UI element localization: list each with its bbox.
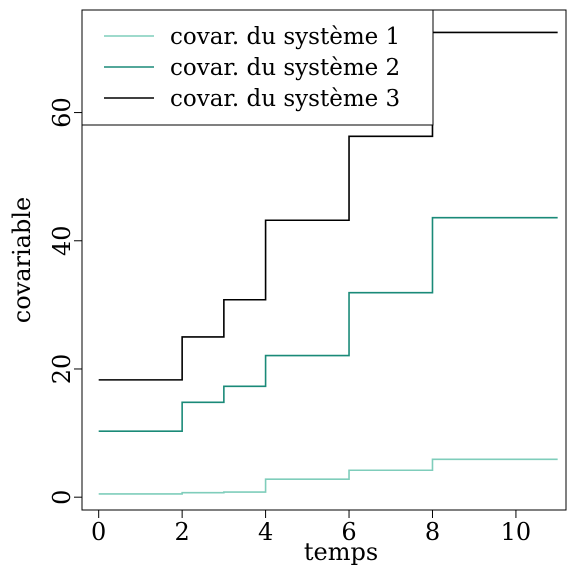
y-tick-label: 60: [48, 97, 76, 128]
x-tick-label: 2: [174, 518, 189, 546]
y-tick-label: 0: [48, 490, 76, 505]
x-tick-label: 4: [258, 518, 273, 546]
y-axis-label: covariable: [8, 197, 36, 323]
legend-label: covar. du système 1: [170, 24, 400, 50]
series-line-1: [98, 458, 558, 495]
y-tick-label: 40: [48, 225, 76, 256]
x-tick-label: 0: [91, 518, 106, 546]
legend-label: covar. du système 2: [170, 55, 400, 81]
x-tick-label: 10: [501, 518, 532, 546]
legend-label: covar. du système 3: [170, 86, 400, 112]
axes-layer: 0 2 4 6 8 10 0 20 40 60: [48, 97, 531, 546]
legend: covar. du système 1 covar. du système 2 co…: [81, 9, 434, 126]
x-tick-label: 8: [425, 518, 440, 546]
x-axis-label: temps: [304, 538, 378, 566]
series-line-2: [98, 216, 558, 432]
y-tick-label: 20: [48, 354, 76, 385]
x-tick-label: 6: [341, 518, 356, 546]
